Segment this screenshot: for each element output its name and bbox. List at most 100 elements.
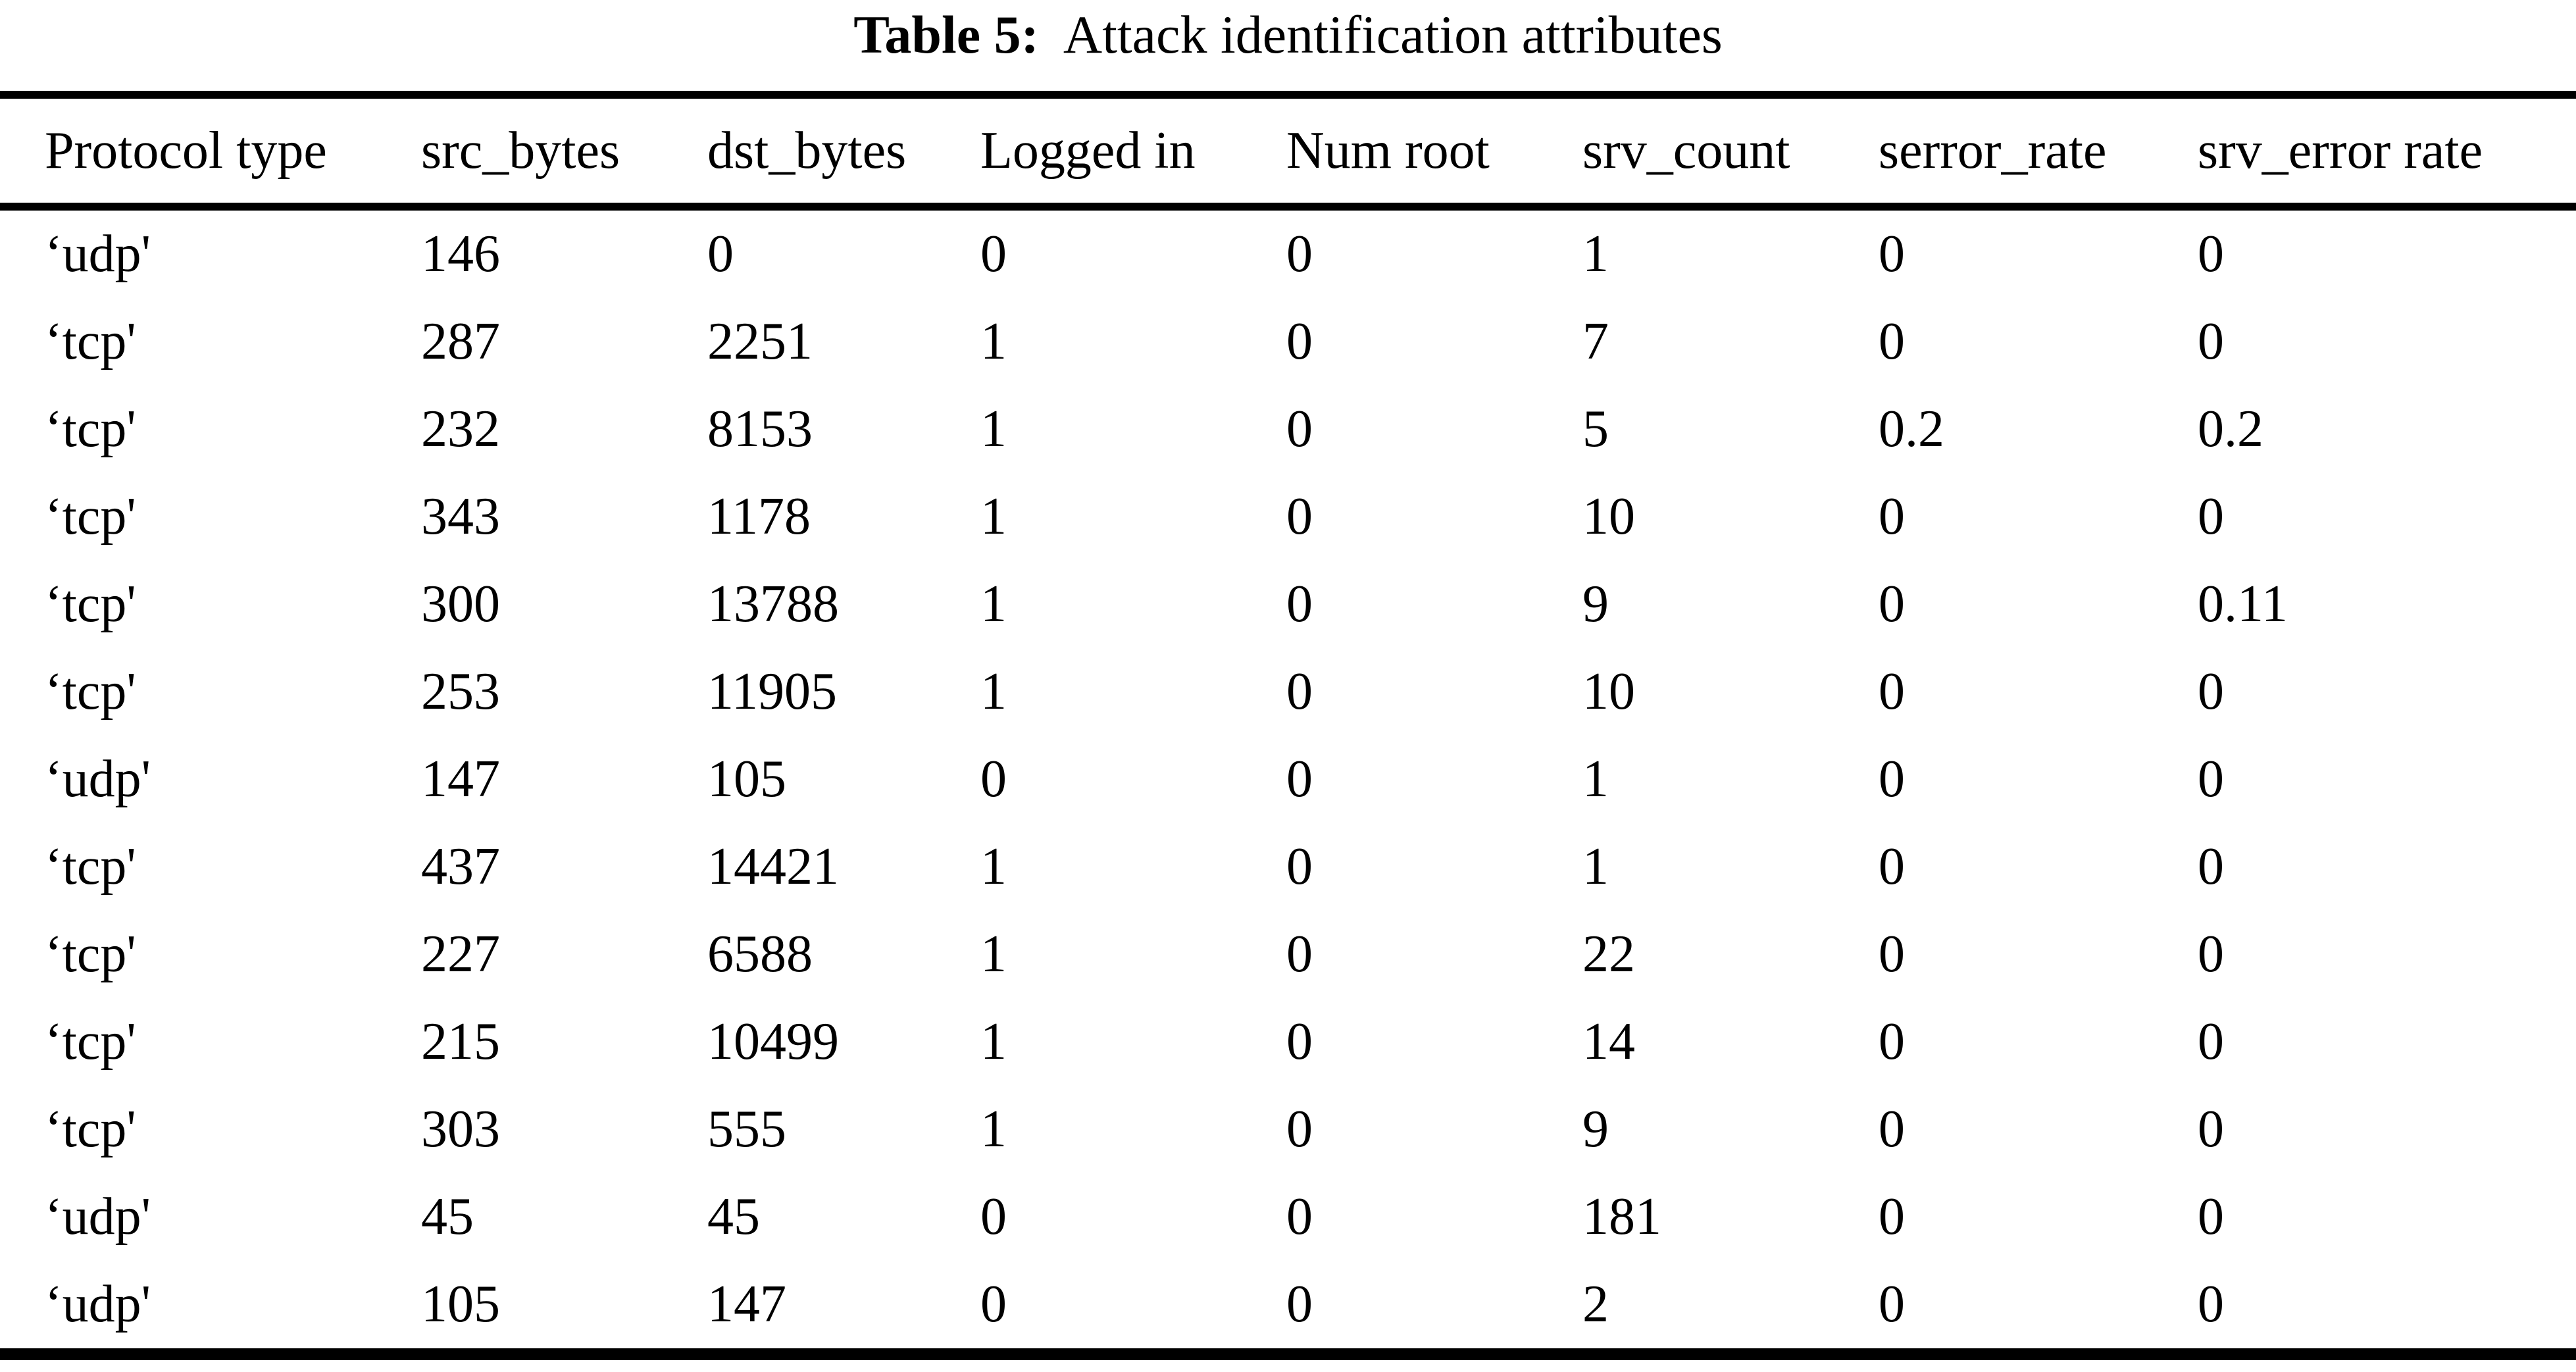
column-header: serror_rate xyxy=(1869,95,2188,211)
table-cell: 7 xyxy=(1582,313,1609,370)
table-cell: ‘tcp' xyxy=(45,663,136,721)
table-cell: 14421 xyxy=(707,838,839,896)
table-cell: 13788 xyxy=(707,575,839,633)
table-cell: 1 xyxy=(980,838,1007,896)
table-cell: 1178 xyxy=(707,488,811,546)
table-cell: 0 xyxy=(1879,1275,1905,1333)
table-cell: 0 xyxy=(1879,1013,1905,1071)
table-cell: ‘tcp' xyxy=(45,838,136,896)
table-cell: 147 xyxy=(421,750,500,808)
table-header-row: Protocol type src_bytes dst_bytes Logged in… xyxy=(0,95,2576,211)
table-row: ‘udp' 146 0 0 0 1 0 0 xyxy=(0,207,2576,298)
table-caption-label: Table 5: xyxy=(853,5,1039,64)
table-cell: 0 xyxy=(2198,838,2224,896)
attack-attributes-table: Protocol type src_bytes dst_bytes Logged in… xyxy=(0,91,2576,1360)
table-cell: 0.11 xyxy=(2198,575,2288,633)
table-row: ‘tcp' 303 555 1 0 9 0 0 xyxy=(0,1086,2576,1173)
table-cell: 2251 xyxy=(707,313,813,370)
table-cell: 1 xyxy=(980,1100,1007,1158)
table-cell: 0 xyxy=(980,1188,1007,1246)
table-cell: 0 xyxy=(1286,1188,1313,1246)
table-cell: 1 xyxy=(1582,750,1609,808)
table-cell: 10499 xyxy=(707,1013,839,1071)
table-cell: ‘udp' xyxy=(45,750,151,808)
table-row: ‘udp' 45 45 0 0 181 0 0 xyxy=(0,1173,2576,1261)
table-cell: 0 xyxy=(2198,488,2224,546)
table-cell: 0 xyxy=(1879,1100,1905,1158)
table-cell: 6588 xyxy=(707,925,813,983)
table-cell: ‘tcp' xyxy=(45,575,136,633)
table-cell: 1 xyxy=(980,488,1007,546)
table-row: ‘tcp' 343 1178 1 0 10 0 0 xyxy=(0,473,2576,561)
table-cell: 1 xyxy=(980,575,1007,633)
table-cell: 0 xyxy=(1879,488,1905,546)
table-cell: ‘udp' xyxy=(45,1275,151,1333)
table-cell: 0 xyxy=(2198,750,2224,808)
table-row: ‘tcp' 287 2251 1 0 7 0 0 xyxy=(0,298,2576,386)
table-cell: 0 xyxy=(1286,663,1313,721)
table-cell: 0 xyxy=(2198,1275,2224,1333)
table-cell: ‘udp' xyxy=(45,225,151,283)
table-cell: 0 xyxy=(2198,663,2224,721)
table-cell: 0 xyxy=(1286,750,1313,808)
table-row: ‘udp' 147 105 0 0 1 0 0 xyxy=(0,736,2576,823)
table-cell: 14 xyxy=(1582,1013,1635,1071)
table-cell: 9 xyxy=(1582,1100,1609,1158)
table-cell: ‘tcp' xyxy=(45,488,136,546)
table-cell: 105 xyxy=(707,750,786,808)
table-cell: 0.2 xyxy=(2198,400,2263,458)
table-cell: 0 xyxy=(1879,838,1905,896)
table-cell: 300 xyxy=(421,575,500,633)
table-cell: 9 xyxy=(1582,575,1609,633)
table-row: ‘tcp' 227 6588 1 0 22 0 0 xyxy=(0,911,2576,998)
table-cell: 0 xyxy=(980,225,1007,283)
table-caption-text: Attack identification attributes xyxy=(1063,5,1723,64)
table-cell: 105 xyxy=(421,1275,500,1333)
table-cell: 0 xyxy=(707,225,734,283)
table-cell: 11905 xyxy=(707,663,838,721)
table-cell: 22 xyxy=(1582,925,1635,983)
table-cell: 0 xyxy=(1879,313,1905,370)
table-cell: 10 xyxy=(1582,663,1635,721)
table-caption: Table 5: Attack identification attributes xyxy=(0,4,2576,66)
table-row: ‘udp' 105 147 0 0 2 0 0 xyxy=(0,1261,2576,1354)
table-cell: 0 xyxy=(2198,1188,2224,1246)
table-cell: 227 xyxy=(421,925,500,983)
table-cell: 1 xyxy=(980,925,1007,983)
table-cell: 0 xyxy=(1286,225,1313,283)
table-cell: 0 xyxy=(1879,575,1905,633)
table-cell: 0 xyxy=(1286,1275,1313,1333)
table-cell: 253 xyxy=(421,663,500,721)
column-header: Protocol type xyxy=(0,95,411,211)
table-cell: 0 xyxy=(2198,1013,2224,1071)
table-cell: 0 xyxy=(1286,400,1313,458)
table-cell: 147 xyxy=(707,1275,786,1333)
table-cell: 0 xyxy=(2198,313,2224,370)
column-header: srv_error rate xyxy=(2188,95,2576,211)
table-cell: 0 xyxy=(1286,925,1313,983)
column-header: srv_count xyxy=(1573,95,1869,211)
table-cell: 437 xyxy=(421,838,500,896)
table-cell: 0 xyxy=(1286,575,1313,633)
table-cell: 0 xyxy=(1286,488,1313,546)
table-cell: 0 xyxy=(1879,663,1905,721)
table-cell: 287 xyxy=(421,313,500,370)
table-cell: 343 xyxy=(421,488,500,546)
column-header: src_bytes xyxy=(411,95,697,211)
table-cell: 2 xyxy=(1582,1275,1609,1333)
table-cell: 0 xyxy=(1286,1013,1313,1071)
table-cell: 0 xyxy=(1879,750,1905,808)
table-cell: 5 xyxy=(1582,400,1609,458)
table-cell: 0 xyxy=(2198,225,2224,283)
table-cell: 1 xyxy=(980,313,1007,370)
table-cell: 0 xyxy=(980,750,1007,808)
table-cell: ‘tcp' xyxy=(45,313,136,370)
table-row: ‘tcp' 253 11905 1 0 10 0 0 xyxy=(0,648,2576,736)
table-cell: 0 xyxy=(1879,225,1905,283)
table-cell: 0 xyxy=(2198,1100,2224,1158)
table-cell: 0 xyxy=(1286,1100,1313,1158)
table-cell: ‘tcp' xyxy=(45,925,136,983)
table-cell: 0 xyxy=(1286,313,1313,370)
table-cell: 181 xyxy=(1582,1188,1661,1246)
